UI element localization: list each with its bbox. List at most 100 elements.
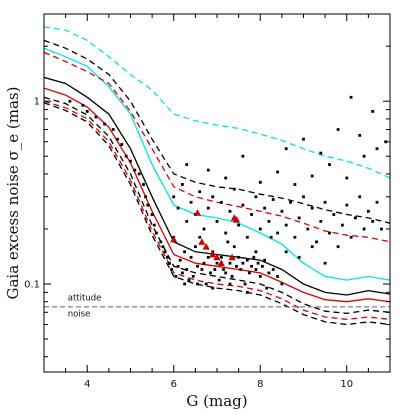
data-point bbox=[176, 206, 180, 210]
data-point bbox=[209, 271, 212, 275]
data-point bbox=[267, 220, 271, 223]
data-point bbox=[328, 163, 331, 166]
data-point bbox=[152, 223, 156, 227]
data-point bbox=[170, 268, 173, 271]
data-point bbox=[224, 231, 228, 235]
data-point bbox=[384, 140, 388, 144]
data-point bbox=[310, 174, 314, 178]
data-point bbox=[302, 195, 305, 199]
data-point bbox=[367, 209, 370, 213]
data-point bbox=[226, 240, 230, 244]
data-point bbox=[185, 220, 189, 223]
data-point bbox=[289, 200, 292, 204]
data-point bbox=[280, 209, 284, 213]
data-point bbox=[250, 213, 253, 216]
data-point bbox=[254, 250, 258, 254]
data-point bbox=[206, 168, 210, 172]
data-point bbox=[211, 286, 215, 290]
data-point bbox=[371, 220, 375, 223]
data-point bbox=[137, 172, 141, 176]
data-point bbox=[349, 235, 353, 239]
data-point bbox=[336, 245, 340, 249]
data-point bbox=[310, 245, 314, 249]
data-point bbox=[181, 183, 184, 186]
data-point bbox=[258, 180, 262, 184]
data-point bbox=[284, 147, 288, 151]
data-point bbox=[213, 268, 217, 271]
data-point bbox=[362, 154, 366, 158]
data-point bbox=[183, 250, 186, 254]
x-tick-label: 6 bbox=[171, 379, 177, 390]
data-point bbox=[250, 264, 253, 268]
data-point bbox=[315, 240, 318, 244]
data-point bbox=[228, 282, 232, 286]
data-point bbox=[332, 213, 336, 216]
data-point bbox=[211, 195, 215, 199]
data-point bbox=[319, 220, 323, 223]
data-point bbox=[206, 255, 210, 259]
data-point bbox=[258, 227, 262, 231]
data-point bbox=[354, 216, 357, 220]
data-point bbox=[172, 195, 176, 199]
data-point bbox=[183, 282, 186, 286]
data-point bbox=[228, 209, 232, 213]
data-point bbox=[189, 255, 193, 259]
data-point bbox=[245, 258, 249, 262]
data-point bbox=[194, 245, 197, 249]
data-point bbox=[150, 213, 154, 216]
data-point bbox=[241, 154, 245, 158]
data-point bbox=[245, 291, 249, 294]
data-point bbox=[111, 128, 115, 131]
data-point bbox=[219, 200, 223, 204]
data-point bbox=[116, 137, 119, 141]
data-point bbox=[235, 264, 238, 268]
data-point bbox=[237, 255, 240, 259]
data-point bbox=[271, 198, 275, 201]
data-point bbox=[328, 231, 331, 235]
data-point bbox=[323, 200, 327, 204]
data-point bbox=[263, 206, 266, 210]
curve-0 bbox=[44, 26, 390, 179]
data-point bbox=[198, 190, 202, 194]
data-point bbox=[263, 258, 266, 262]
data-point bbox=[297, 255, 301, 259]
data-point bbox=[185, 268, 189, 271]
data-point bbox=[222, 268, 225, 271]
data-point bbox=[144, 195, 147, 199]
data-point bbox=[181, 271, 184, 275]
data-point bbox=[133, 168, 137, 172]
data-point bbox=[81, 103, 85, 107]
data-point bbox=[243, 282, 247, 286]
data-point bbox=[345, 176, 349, 180]
data-point bbox=[232, 245, 236, 249]
tick-labels: 4 6 8 10 0.1 1 bbox=[24, 97, 353, 390]
data-point bbox=[261, 264, 264, 268]
data-points bbox=[68, 95, 388, 294]
data-point bbox=[94, 115, 98, 119]
data-point bbox=[163, 250, 167, 254]
data-point bbox=[232, 187, 236, 191]
triangle-point bbox=[209, 250, 217, 258]
data-point bbox=[265, 286, 269, 290]
data-point bbox=[146, 203, 150, 207]
data-point bbox=[297, 216, 301, 220]
data-point bbox=[196, 264, 199, 268]
data-point bbox=[237, 223, 240, 227]
annotation-attitude: attitude bbox=[68, 294, 102, 304]
data-point bbox=[375, 200, 379, 204]
data-point bbox=[241, 203, 245, 207]
data-point bbox=[358, 134, 362, 137]
data-point bbox=[284, 223, 288, 227]
data-point bbox=[165, 255, 169, 259]
data-point bbox=[269, 235, 273, 239]
data-point bbox=[103, 122, 106, 126]
data-point bbox=[187, 278, 191, 282]
data-point bbox=[178, 258, 182, 262]
data-point bbox=[258, 275, 262, 278]
axis-ticks bbox=[43, 13, 391, 372]
data-point bbox=[310, 206, 314, 210]
data-point bbox=[68, 99, 72, 103]
data-point bbox=[280, 282, 284, 286]
data-point bbox=[349, 95, 353, 99]
